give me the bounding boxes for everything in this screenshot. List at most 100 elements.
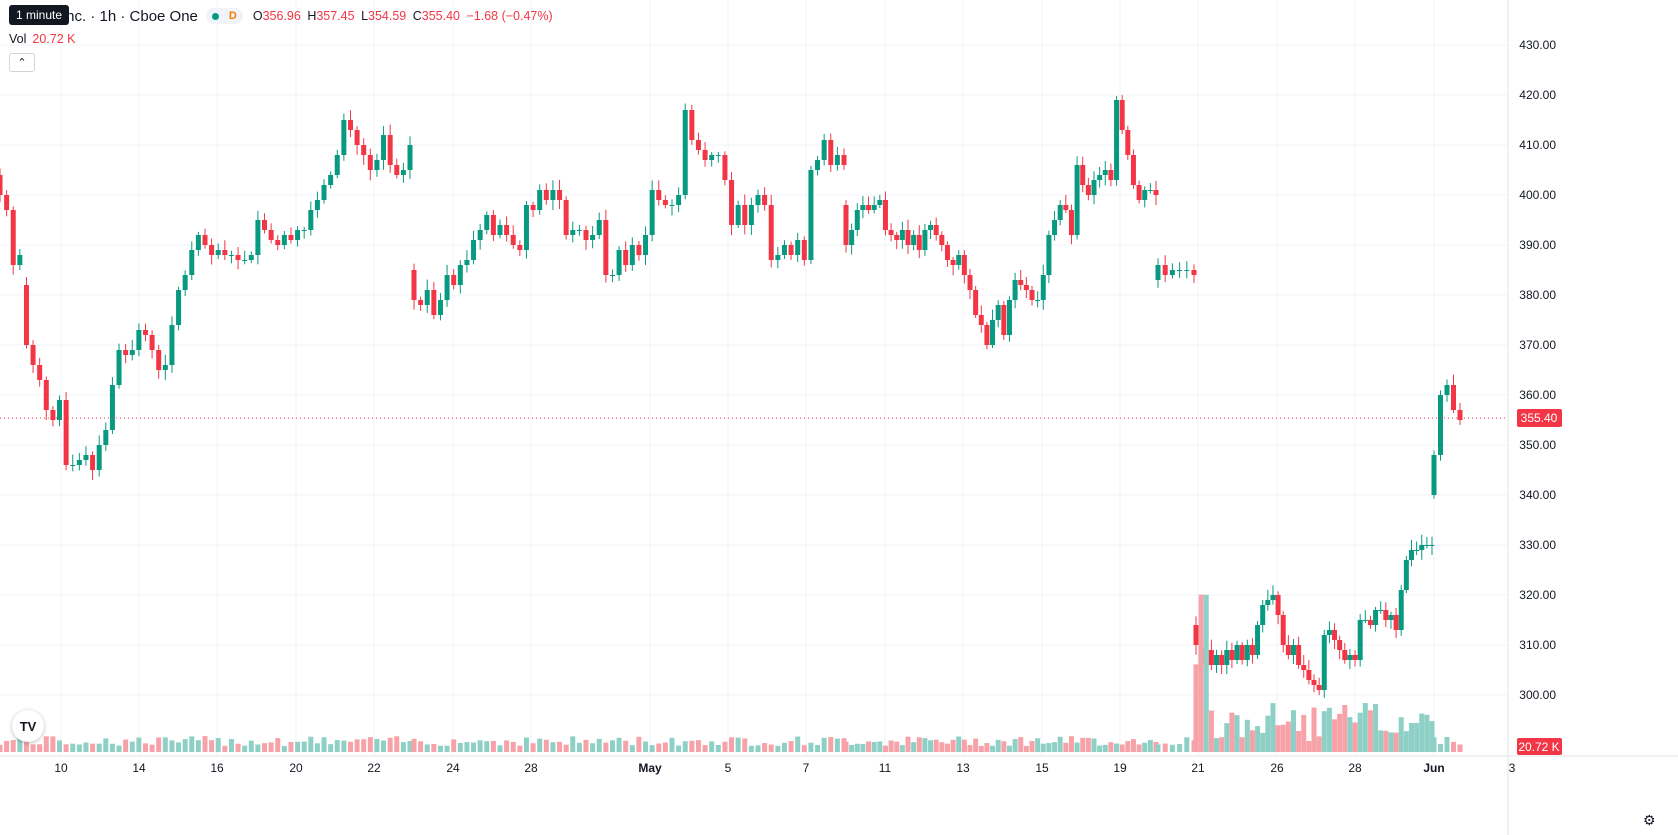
volume-bar: [43, 736, 49, 752]
volume-bar: [504, 740, 510, 752]
volume-bar: [288, 741, 294, 752]
candle-body: [1403, 560, 1409, 590]
candle-body: [821, 140, 827, 160]
volume-bar: [1142, 742, 1148, 752]
x-tick-label: May: [638, 761, 662, 775]
volume-bar: [281, 745, 287, 752]
volume-bar: [116, 745, 122, 752]
volume-bar: [50, 736, 56, 752]
volume-bar: [411, 738, 417, 752]
volume-bar: [109, 743, 115, 752]
volume-bar: [603, 742, 609, 752]
symbol-title[interactable]: Inc. · 1h · Cboe One: [62, 7, 198, 25]
volume-bar: [871, 742, 877, 752]
volume-bar: [775, 745, 781, 752]
candle-body: [1438, 395, 1443, 455]
candle-body: [1342, 650, 1348, 660]
candle-body: [1275, 595, 1281, 615]
y-tick-label: 410.00: [1519, 138, 1556, 152]
candle-body: [543, 190, 549, 200]
volume-bar: [222, 745, 228, 752]
candle-body: [1108, 170, 1114, 180]
candle-body: [1352, 655, 1358, 660]
candle-body: [899, 230, 905, 240]
volume-bar: [1119, 744, 1125, 752]
candle-body: [411, 270, 417, 300]
candle-body: [96, 445, 102, 470]
candle-body: [1097, 175, 1103, 180]
volume-bar: [990, 745, 996, 752]
volume-bar: [563, 744, 569, 752]
candle-body: [1451, 385, 1456, 410]
candle-body: [866, 205, 872, 210]
candle-body: [116, 350, 122, 385]
candle-body: [142, 330, 148, 335]
volume-bar: [1091, 738, 1097, 752]
candle-body: [295, 230, 301, 240]
candle-body: [523, 205, 529, 250]
candle-body: [517, 245, 523, 250]
volume-bar: [1029, 740, 1035, 752]
collapse-legend-button[interactable]: ⌃: [9, 53, 35, 72]
candle-body: [1052, 220, 1058, 235]
last-volume-tag: [1517, 738, 1562, 755]
x-tick-label: 21: [1191, 761, 1205, 775]
volume-bar: [1214, 738, 1220, 752]
candle-body: [1373, 610, 1379, 625]
candle-body: [17, 255, 23, 265]
market-status-dot-icon: [211, 12, 219, 20]
volume-bar: [1280, 724, 1286, 752]
volume-bar: [70, 743, 76, 752]
volume-bar: [394, 736, 400, 752]
volume-bar: [1085, 737, 1091, 752]
candle-body: [583, 230, 589, 240]
candle-body: [1270, 595, 1276, 600]
candle-body: [1012, 280, 1018, 300]
x-tick-label: 7: [803, 761, 810, 775]
candle-body: [1136, 185, 1142, 200]
volume-bar: [1265, 715, 1271, 752]
candle-body: [742, 205, 748, 225]
candle-body: [755, 195, 761, 205]
candle-body: [1191, 270, 1197, 275]
candle-body: [775, 255, 781, 260]
candle-body: [563, 200, 569, 235]
market-status-badge[interactable]: D: [205, 8, 243, 24]
volume-bar: [557, 741, 563, 752]
ohlc-values: O356.96 H357.45 L354.59 C355.40 −1.68 (−…: [253, 9, 556, 23]
x-tick-label: 14: [132, 761, 146, 775]
volume-bar: [1311, 707, 1317, 752]
volume-bar: [888, 740, 894, 752]
candle-body: [400, 170, 406, 175]
candle-body: [939, 235, 945, 245]
candle-body: [1234, 645, 1240, 660]
volume-bar: [202, 736, 208, 752]
tradingview-logo-icon[interactable]: TV: [12, 710, 44, 742]
volume-bar: [1203, 594, 1209, 752]
volume-bar: [695, 740, 701, 752]
volume-bar: [933, 739, 939, 752]
volume-bar: [1046, 743, 1052, 752]
candle-body: [1125, 130, 1131, 155]
candle-body: [63, 400, 69, 465]
candle-body: [636, 245, 642, 255]
candle-body: [37, 365, 43, 380]
volume-bar: [1074, 742, 1080, 752]
candle-body: [10, 210, 16, 265]
volume-bar: [10, 740, 16, 752]
volume-bar: [801, 745, 807, 752]
volume-bar: [1184, 737, 1190, 752]
volume-bar: [308, 736, 314, 752]
x-tick-label: 3: [1509, 761, 1516, 775]
volume-bar: [1136, 744, 1142, 752]
gear-icon[interactable]: ⚙: [1643, 812, 1656, 828]
candle-body: [843, 205, 849, 245]
candle-body: [967, 275, 973, 290]
candle-body: [1424, 545, 1430, 546]
open-value: 356.96: [262, 9, 301, 23]
open-key: O: [252, 9, 263, 23]
candle-body: [1311, 680, 1317, 685]
volume-bar: [1270, 703, 1276, 752]
volume-bar: [676, 745, 682, 752]
